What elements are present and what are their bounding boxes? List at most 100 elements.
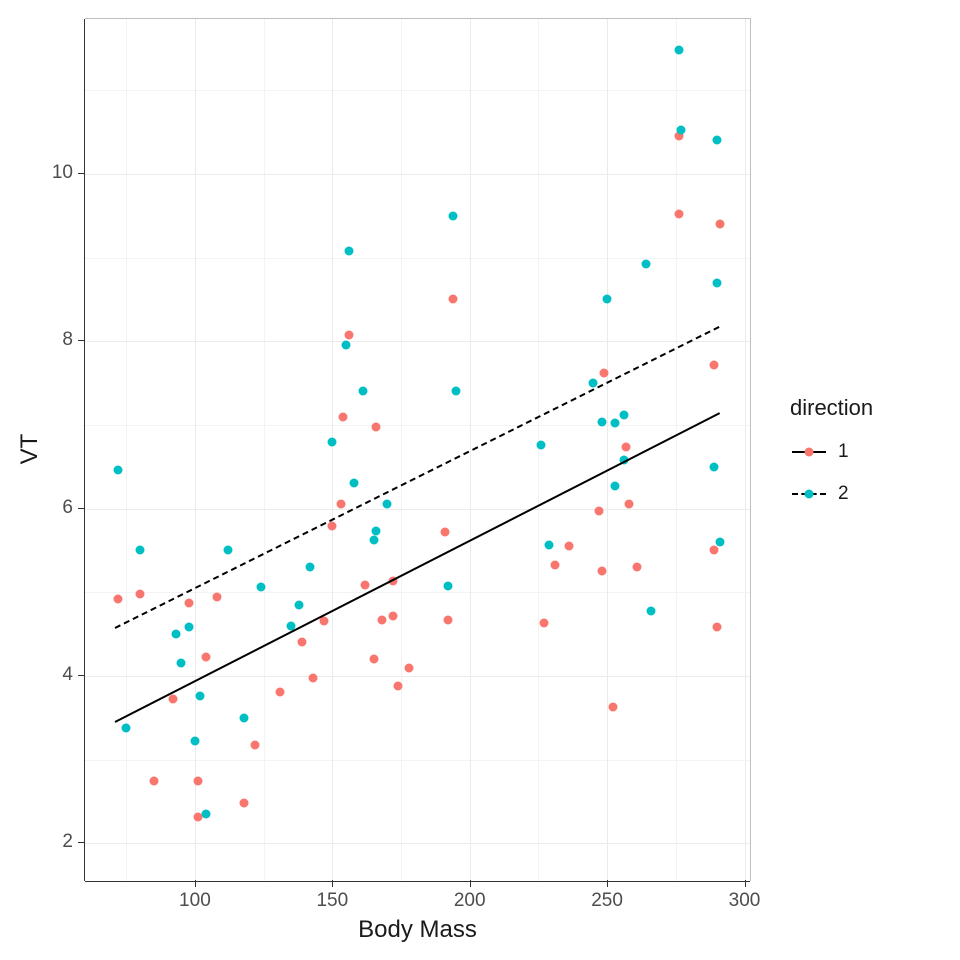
scatter-point-series-1 (251, 740, 260, 749)
scatter-point-series-1 (369, 655, 378, 664)
regression-line-series-2 (115, 326, 720, 629)
scatter-point-series-1 (276, 687, 285, 696)
scatter-point-series-2 (295, 600, 304, 609)
scatter-point-series-2 (185, 623, 194, 632)
grid-minor-v (401, 19, 402, 881)
scatter-point-series-1 (539, 619, 548, 628)
scatter-point-series-1 (339, 412, 348, 421)
scatter-point-series-2 (597, 417, 606, 426)
scatter-point-series-2 (451, 387, 460, 396)
grid-minor-h (85, 425, 750, 426)
scatter-point-series-2 (177, 659, 186, 668)
scatter-point-series-1 (622, 442, 631, 451)
plot-panel (85, 18, 751, 881)
scatter-point-series-1 (212, 593, 221, 602)
grid-major-v (195, 19, 196, 881)
y-tick-label: 8 (62, 329, 73, 351)
grid-major-v (607, 19, 608, 881)
x-tick-label: 250 (591, 890, 623, 912)
scatter-point-series-1 (440, 528, 449, 537)
scatter-point-series-1 (201, 652, 210, 661)
grid-major-h (85, 174, 750, 175)
scatter-point-series-2 (369, 536, 378, 545)
scatter-point-series-2 (674, 45, 683, 54)
scatter-point-series-2 (449, 211, 458, 220)
scatter-point-series-2 (710, 462, 719, 471)
scatter-point-series-2 (713, 278, 722, 287)
y-tick-mark (78, 675, 85, 676)
scatter-point-series-1 (710, 360, 719, 369)
y-tick-mark (78, 173, 85, 174)
scatter-point-series-1 (113, 594, 122, 603)
y-tick-mark (78, 340, 85, 341)
scatter-point-series-2 (372, 527, 381, 536)
y-tick-label: 10 (52, 162, 73, 184)
legend-key (790, 435, 828, 469)
legend-key (790, 477, 828, 511)
scatter-point-series-2 (342, 341, 351, 350)
y-tick-mark (78, 508, 85, 509)
scatter-point-series-2 (443, 581, 452, 590)
scatter-point-series-2 (135, 546, 144, 555)
y-axis-line (84, 19, 85, 881)
x-tick-mark (195, 880, 196, 887)
scatter-point-series-1 (309, 674, 318, 683)
grid-minor-h (85, 760, 750, 761)
scatter-point-series-1 (633, 563, 642, 572)
y-tick-mark (78, 842, 85, 843)
scatter-point-series-2 (603, 295, 612, 304)
grid-major-h (85, 341, 750, 342)
scatter-point-series-1 (388, 611, 397, 620)
grid-minor-h (85, 90, 750, 91)
grid-minor-v (538, 19, 539, 881)
scatter-point-series-1 (328, 522, 337, 531)
scatter-point-series-2 (647, 606, 656, 615)
scatter-point-series-1 (625, 500, 634, 509)
x-tick-mark (607, 880, 608, 887)
scatter-point-series-2 (190, 737, 199, 746)
grid-minor-v (126, 19, 127, 881)
scatter-point-series-2 (641, 260, 650, 269)
grid-major-v (745, 19, 746, 881)
scatter-point-series-1 (344, 330, 353, 339)
scatter-point-series-1 (168, 695, 177, 704)
legend-title: direction (790, 395, 873, 421)
scatter-point-series-1 (361, 580, 370, 589)
x-tick-label: 100 (179, 890, 211, 912)
scatter-point-series-1 (185, 599, 194, 608)
scatter-point-series-1 (597, 567, 606, 576)
scatter-point-series-1 (449, 295, 458, 304)
scatter-point-series-1 (377, 615, 386, 624)
scatter-point-series-1 (600, 369, 609, 378)
grid-major-h (85, 676, 750, 677)
scatter-point-series-1 (710, 546, 719, 555)
scatter-point-series-2 (201, 810, 210, 819)
scatter-point-series-1 (336, 500, 345, 509)
x-tick-mark (745, 880, 746, 887)
legend-label: 1 (838, 441, 849, 463)
legend-point-icon (805, 448, 814, 457)
x-axis-title: Body Mass (358, 916, 477, 944)
x-tick-label: 300 (729, 890, 761, 912)
scatter-point-series-1 (135, 589, 144, 598)
scatter-point-series-2 (171, 630, 180, 639)
scatter-point-series-1 (405, 663, 414, 672)
x-axis-line (85, 881, 750, 882)
x-tick-label: 150 (316, 890, 348, 912)
grid-major-h (85, 843, 750, 844)
scatter-point-series-2 (350, 479, 359, 488)
grid-minor-h (85, 258, 750, 259)
y-tick-label: 6 (62, 497, 73, 519)
scatter-point-series-2 (122, 723, 131, 732)
scatter-point-series-1 (193, 776, 202, 785)
legend-item-2: 2 (790, 477, 873, 511)
scatter-point-series-2 (537, 440, 546, 449)
legend-item-1: 1 (790, 435, 873, 469)
scatter-point-series-1 (372, 422, 381, 431)
scatter-point-series-2 (545, 540, 554, 549)
legend: direction 1 2 (790, 395, 873, 519)
scatter-point-series-2 (715, 538, 724, 547)
legend-label: 2 (838, 483, 849, 505)
scatter-point-series-2 (677, 126, 686, 135)
scatter-point-series-2 (256, 583, 265, 592)
